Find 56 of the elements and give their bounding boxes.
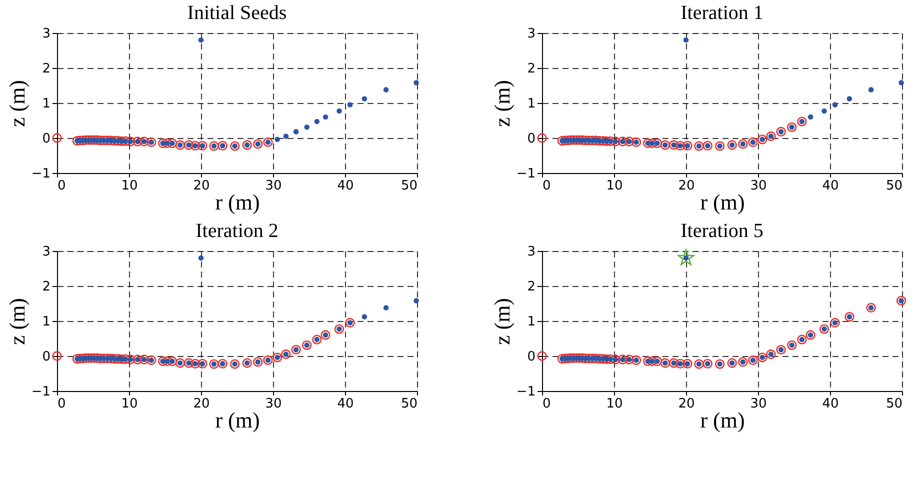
y-tick-label: 0	[42, 350, 50, 364]
y-axis-title: z (m)	[489, 298, 514, 346]
x-tick-label: 10	[121, 178, 138, 194]
y-tick-label: 0	[527, 350, 536, 364]
x-tick-label: 10	[606, 396, 623, 412]
y-tick-label: 0	[42, 132, 50, 146]
y-tick-label: 3	[527, 244, 536, 260]
x-tick-label: 30	[265, 396, 282, 412]
x-tick-label: 40	[822, 178, 839, 194]
y-tick-label: 2	[527, 62, 536, 76]
y-tick-label: 1	[527, 314, 536, 330]
y-tick-label: 0	[527, 132, 536, 146]
y-axis-title: z (m)	[4, 80, 30, 128]
y-tick-label: −1	[516, 384, 536, 400]
chart-title: Iteration 5	[680, 220, 764, 242]
y-tick-label: 3	[527, 26, 536, 42]
y-tick-label: 3	[42, 26, 50, 42]
chart-title: Iteration 1	[680, 2, 764, 24]
x-tick-label: 10	[606, 178, 623, 194]
y-tick-label: −1	[516, 166, 536, 182]
y-tick-label: 1	[42, 314, 50, 330]
x-tick-label: 0	[542, 178, 551, 194]
x-tick-label: 20	[678, 178, 695, 194]
y-tick-label: 2	[527, 280, 536, 294]
x-axis-title: r (m)	[215, 190, 260, 214]
x-tick-label: 20	[678, 396, 695, 412]
x-tick-label: 20	[193, 396, 210, 412]
chart-title: Iteration 2	[196, 220, 278, 242]
x-tick-label: 40	[822, 396, 839, 412]
x-tick-label: 50	[400, 178, 418, 194]
x-tick-label: 30	[750, 396, 767, 412]
chart-title: Initial Seeds	[187, 2, 287, 24]
y-tick-label: 1	[42, 96, 50, 112]
x-tick-label: 20	[193, 178, 210, 194]
y-axis-title: z (m)	[4, 298, 30, 346]
y-tick-label: 2	[42, 280, 50, 294]
x-tick-label: 0	[58, 178, 66, 194]
x-axis-title: r (m)	[700, 190, 745, 214]
x-tick-label: 30	[750, 178, 767, 194]
y-tick-label: −1	[31, 166, 50, 182]
y-tick-label: 3	[42, 244, 50, 260]
x-tick-label: 30	[265, 178, 282, 194]
x-tick-label: 50	[886, 396, 902, 412]
x-axis-title: r (m)	[700, 408, 745, 432]
x-tick-label: 0	[542, 396, 551, 412]
x-tick-label: 10	[121, 396, 138, 412]
x-tick-label: 50	[886, 178, 902, 194]
x-tick-label: 40	[337, 178, 354, 194]
x-axis-title: r (m)	[215, 408, 260, 432]
y-axis-title: z (m)	[489, 80, 514, 128]
x-tick-label: 0	[58, 396, 66, 412]
x-tick-label: 40	[337, 396, 354, 412]
y-tick-label: 1	[527, 96, 536, 112]
y-tick-label: −1	[31, 384, 50, 400]
x-tick-label: 50	[400, 396, 418, 412]
y-tick-label: 2	[42, 62, 50, 76]
